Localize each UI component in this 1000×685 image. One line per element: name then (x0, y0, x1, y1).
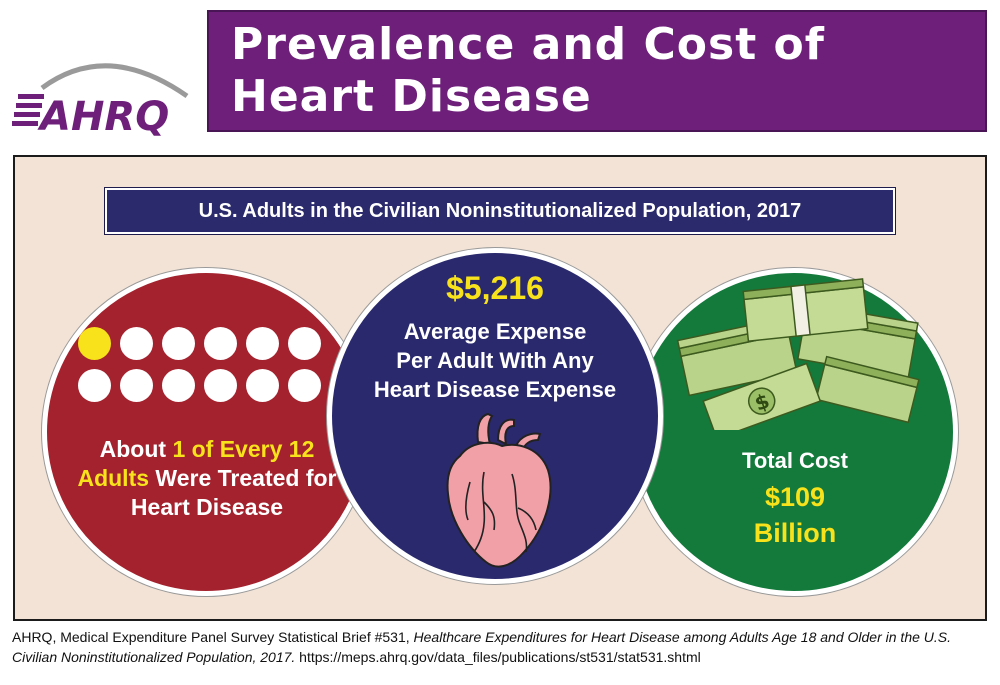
person-dot (120, 369, 153, 402)
highlighted-person-dot (78, 327, 111, 360)
person-dot (78, 369, 111, 402)
person-dot (162, 327, 195, 360)
average-expense-label-line3: Heart Disease Expense (373, 377, 617, 402)
average-expense-label: Average Expense Per Adult With Any Heart… (337, 317, 653, 404)
page-title-line1: Prevalence and Cost of (231, 19, 825, 70)
total-cost-amount: $109 (764, 482, 826, 512)
population-subtitle: U.S. Adults in the Civilian Noninstituti… (104, 187, 896, 235)
total-cost-label: Total Cost (742, 448, 848, 473)
prevalence-text-post: Were Treated for Heart Disease (130, 465, 337, 520)
person-dot (204, 369, 237, 402)
ahrq-logo: AHRQ (12, 63, 189, 140)
citation-url: https://meps.ahrq.gov/data_files/publica… (295, 649, 701, 665)
total-cost-unit: Billion (753, 518, 837, 548)
heart-icon (446, 412, 552, 568)
person-dot (246, 327, 279, 360)
prevalence-text: About 1 of Every 12 Adults Were Treated … (62, 435, 352, 522)
prevalence-dot-grid (78, 327, 328, 407)
money-stack-icon: $ (676, 278, 920, 430)
person-dot (162, 369, 195, 402)
average-expense-label-line1: Average Expense (403, 319, 587, 344)
person-dot (120, 327, 153, 360)
person-dot (246, 369, 279, 402)
logo-text: AHRQ (37, 94, 169, 140)
page-title-line2: Heart Disease (231, 71, 592, 122)
title-banner: Prevalence and Cost of Heart Disease (207, 10, 987, 132)
prevalence-text-pre: About (99, 436, 173, 462)
person-dot (204, 327, 237, 360)
source-citation: AHRQ, Medical Expenditure Panel Survey S… (12, 627, 992, 667)
prevalence-circle (42, 268, 370, 596)
person-dot (288, 369, 321, 402)
average-expense-label-line2: Per Adult With Any (396, 348, 594, 373)
citation-title: Healthcare Expenditures for Heart Diseas… (12, 629, 952, 665)
person-dot (288, 327, 321, 360)
average-expense-amount: $5,216 (446, 270, 544, 306)
prevalence-highlight: 1 of Every 12 Adults (77, 436, 315, 491)
citation-prefix: AHRQ, Medical Expenditure Panel Survey S… (12, 629, 414, 645)
